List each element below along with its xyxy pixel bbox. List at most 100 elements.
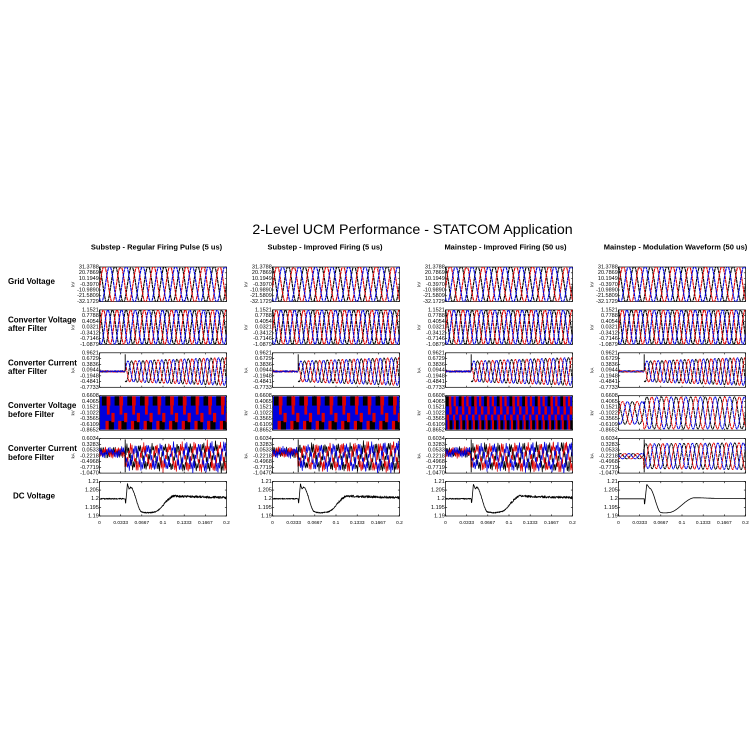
svg-text:0.1: 0.1 [160, 520, 167, 526]
svg-text:1.195: 1.195 [258, 505, 272, 511]
svg-text:0.6608: 0.6608 [82, 393, 99, 399]
svg-text:-0.4841: -0.4841 [253, 379, 272, 385]
svg-text:1.195: 1.195 [431, 505, 445, 511]
svg-text:0.7788: 0.7788 [428, 313, 445, 319]
svg-text:-0.8652: -0.8652 [253, 428, 272, 434]
svg-text:kA: kA [71, 453, 76, 458]
svg-text:-0.3565: -0.3565 [599, 416, 618, 422]
svg-text:-0.2218: -0.2218 [599, 453, 618, 459]
svg-text:-0.7733: -0.7733 [426, 385, 445, 391]
svg-text:0.0667: 0.0667 [134, 520, 149, 526]
svg-text:1.1521: 1.1521 [255, 307, 272, 313]
svg-text:-0.3565: -0.3565 [426, 416, 445, 422]
svg-text:0.0533: 0.0533 [428, 448, 445, 454]
svg-text:1.195: 1.195 [85, 505, 99, 511]
svg-text:kA: kA [244, 453, 249, 458]
svg-text:10.1949: 10.1949 [252, 276, 272, 282]
svg-text:20.7869: 20.7869 [425, 270, 445, 276]
svg-text:0.1667: 0.1667 [717, 520, 732, 526]
svg-text:31.3788: 31.3788 [252, 265, 272, 271]
svg-text:-10.9890: -10.9890 [250, 288, 272, 294]
svg-text:0.9621: 0.9621 [255, 350, 272, 356]
svg-text:0.0533: 0.0533 [601, 448, 618, 454]
svg-text:0.4054: 0.4054 [601, 319, 618, 325]
svg-text:kV: kV [590, 324, 595, 329]
svg-text:-0.4841: -0.4841 [80, 379, 99, 385]
svg-text:0.6034: 0.6034 [601, 436, 618, 442]
svg-text:1.21: 1.21 [434, 479, 445, 485]
svg-text:-0.1948: -0.1948 [253, 373, 272, 379]
svg-text:Converter Current: Converter Current [8, 444, 77, 453]
svg-text:0.1521: 0.1521 [428, 405, 445, 411]
svg-text:-0.4968: -0.4968 [253, 459, 272, 465]
svg-text:0.0321: 0.0321 [428, 325, 445, 331]
svg-text:-10.9890: -10.9890 [423, 288, 445, 294]
svg-text:kV: kV [71, 324, 76, 329]
svg-text:kV: kV [417, 282, 422, 287]
svg-text:0.1: 0.1 [333, 520, 340, 526]
svg-text:Converter Current: Converter Current [8, 358, 77, 367]
svg-text:-0.7146: -0.7146 [599, 336, 618, 342]
svg-text:0.0667: 0.0667 [480, 520, 495, 526]
svg-text:0.0333: 0.0333 [459, 520, 474, 526]
svg-text:-0.3412: -0.3412 [599, 330, 618, 336]
svg-text:-0.7146: -0.7146 [426, 336, 445, 342]
svg-text:0.4065: 0.4065 [255, 399, 272, 405]
svg-text:0.3836: 0.3836 [428, 362, 445, 368]
svg-text:-0.1948: -0.1948 [80, 373, 99, 379]
svg-text:0.0667: 0.0667 [653, 520, 668, 526]
svg-text:0.4065: 0.4065 [82, 399, 99, 405]
svg-text:-0.7146: -0.7146 [253, 336, 272, 342]
svg-text:1.21: 1.21 [88, 479, 99, 485]
svg-text:-0.1948: -0.1948 [426, 373, 445, 379]
svg-text:-0.7719: -0.7719 [80, 465, 99, 471]
svg-text:-10.9890: -10.9890 [596, 288, 618, 294]
svg-text:10.1949: 10.1949 [425, 276, 445, 282]
svg-text:1.2: 1.2 [437, 496, 445, 502]
svg-text:-1.0879: -1.0879 [253, 342, 272, 348]
svg-text:-0.8652: -0.8652 [426, 428, 445, 434]
svg-text:0.3283: 0.3283 [255, 442, 272, 448]
svg-text:-1.0470: -1.0470 [80, 471, 99, 477]
svg-text:0.0533: 0.0533 [255, 448, 272, 454]
svg-text:31.3788: 31.3788 [425, 265, 445, 271]
svg-text:-1.0470: -1.0470 [253, 471, 272, 477]
svg-text:after Filter: after Filter [8, 367, 47, 376]
svg-text:-10.9890: -10.9890 [77, 288, 99, 294]
svg-text:20.7869: 20.7869 [598, 270, 618, 276]
svg-text:0.7788: 0.7788 [82, 313, 99, 319]
svg-text:0.3836: 0.3836 [601, 362, 618, 368]
svg-text:-0.3970: -0.3970 [80, 282, 99, 288]
svg-text:-0.4841: -0.4841 [426, 379, 445, 385]
svg-text:-21.5809: -21.5809 [596, 293, 618, 299]
svg-text:31.3788: 31.3788 [598, 265, 618, 271]
svg-text:0.4054: 0.4054 [255, 319, 272, 325]
svg-text:kV: kV [244, 282, 249, 287]
svg-text:1.21: 1.21 [607, 479, 618, 485]
svg-text:0.3283: 0.3283 [601, 442, 618, 448]
svg-text:DC Voltage: DC Voltage [13, 491, 56, 500]
svg-text:Mainstep - Improved Firing (50: Mainstep - Improved Firing (50 us) [444, 243, 567, 252]
svg-text:0.6729: 0.6729 [82, 356, 99, 362]
svg-text:-0.7719: -0.7719 [599, 465, 618, 471]
svg-text:1.205: 1.205 [258, 488, 272, 494]
svg-text:0.6034: 0.6034 [82, 436, 99, 442]
svg-text:0.2: 0.2 [569, 520, 576, 526]
svg-text:0.2: 0.2 [742, 520, 749, 526]
svg-text:0.6729: 0.6729 [601, 356, 618, 362]
svg-text:0.3283: 0.3283 [428, 442, 445, 448]
svg-text:0.3836: 0.3836 [82, 362, 99, 368]
svg-text:0.1333: 0.1333 [696, 520, 711, 526]
svg-text:0.6608: 0.6608 [255, 393, 272, 399]
svg-text:1.19: 1.19 [88, 514, 99, 520]
svg-text:-1.0470: -1.0470 [426, 471, 445, 477]
svg-text:0.9621: 0.9621 [428, 350, 445, 356]
svg-text:0.6729: 0.6729 [255, 356, 272, 362]
svg-text:1.1521: 1.1521 [428, 307, 445, 313]
svg-text:2-Level UCM Performance - STAT: 2-Level UCM Performance - STATCOM Applic… [252, 222, 572, 238]
svg-text:0.3836: 0.3836 [255, 362, 272, 368]
svg-text:-0.1948: -0.1948 [599, 373, 618, 379]
svg-text:0.0667: 0.0667 [307, 520, 322, 526]
svg-text:0.7788: 0.7788 [255, 313, 272, 319]
svg-text:0.1667: 0.1667 [544, 520, 559, 526]
